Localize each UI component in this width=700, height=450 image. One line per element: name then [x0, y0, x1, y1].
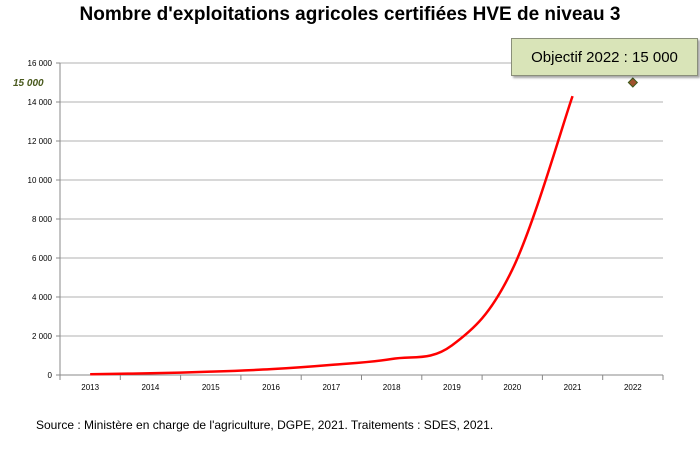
y-tick-label: 10 000	[28, 176, 53, 185]
x-tick-label: 2013	[81, 383, 99, 392]
y-tick-label: 14 000	[28, 98, 53, 107]
x-tick-label: 2017	[322, 383, 340, 392]
x-tick-label: 2019	[443, 383, 461, 392]
y-tick-label: 6 000	[32, 254, 53, 263]
y-tick-label: 0	[48, 371, 53, 380]
y-tick-label: 12 000	[28, 137, 53, 146]
target-callout-label: Objectif 2022 : 15 000	[531, 48, 678, 66]
y-tick-label: 4 000	[32, 293, 53, 302]
y-tick-label: 2 000	[32, 332, 53, 341]
x-tick-label: 2020	[503, 383, 521, 392]
x-tick-label: 2021	[564, 383, 582, 392]
target-marker	[627, 77, 639, 88]
source-note: Source : Ministère en charge de l'agricu…	[36, 418, 494, 432]
y-tick-label: 8 000	[32, 215, 53, 224]
x-tick-label: 2016	[262, 383, 280, 392]
series-line	[90, 95, 574, 376]
x-tick-label: 2018	[383, 383, 401, 392]
x-tick-label: 2014	[142, 383, 160, 392]
target-axis-label: 15 000	[13, 78, 44, 89]
chart-title: Nombre d'exploitations agricoles certifi…	[79, 4, 621, 25]
y-tick-label: 16 000	[28, 59, 53, 68]
x-tick-label: 2015	[202, 383, 220, 392]
target-callout-box: Objectif 2022 : 15 000	[511, 38, 698, 76]
x-tick-label: 2022	[624, 383, 642, 392]
